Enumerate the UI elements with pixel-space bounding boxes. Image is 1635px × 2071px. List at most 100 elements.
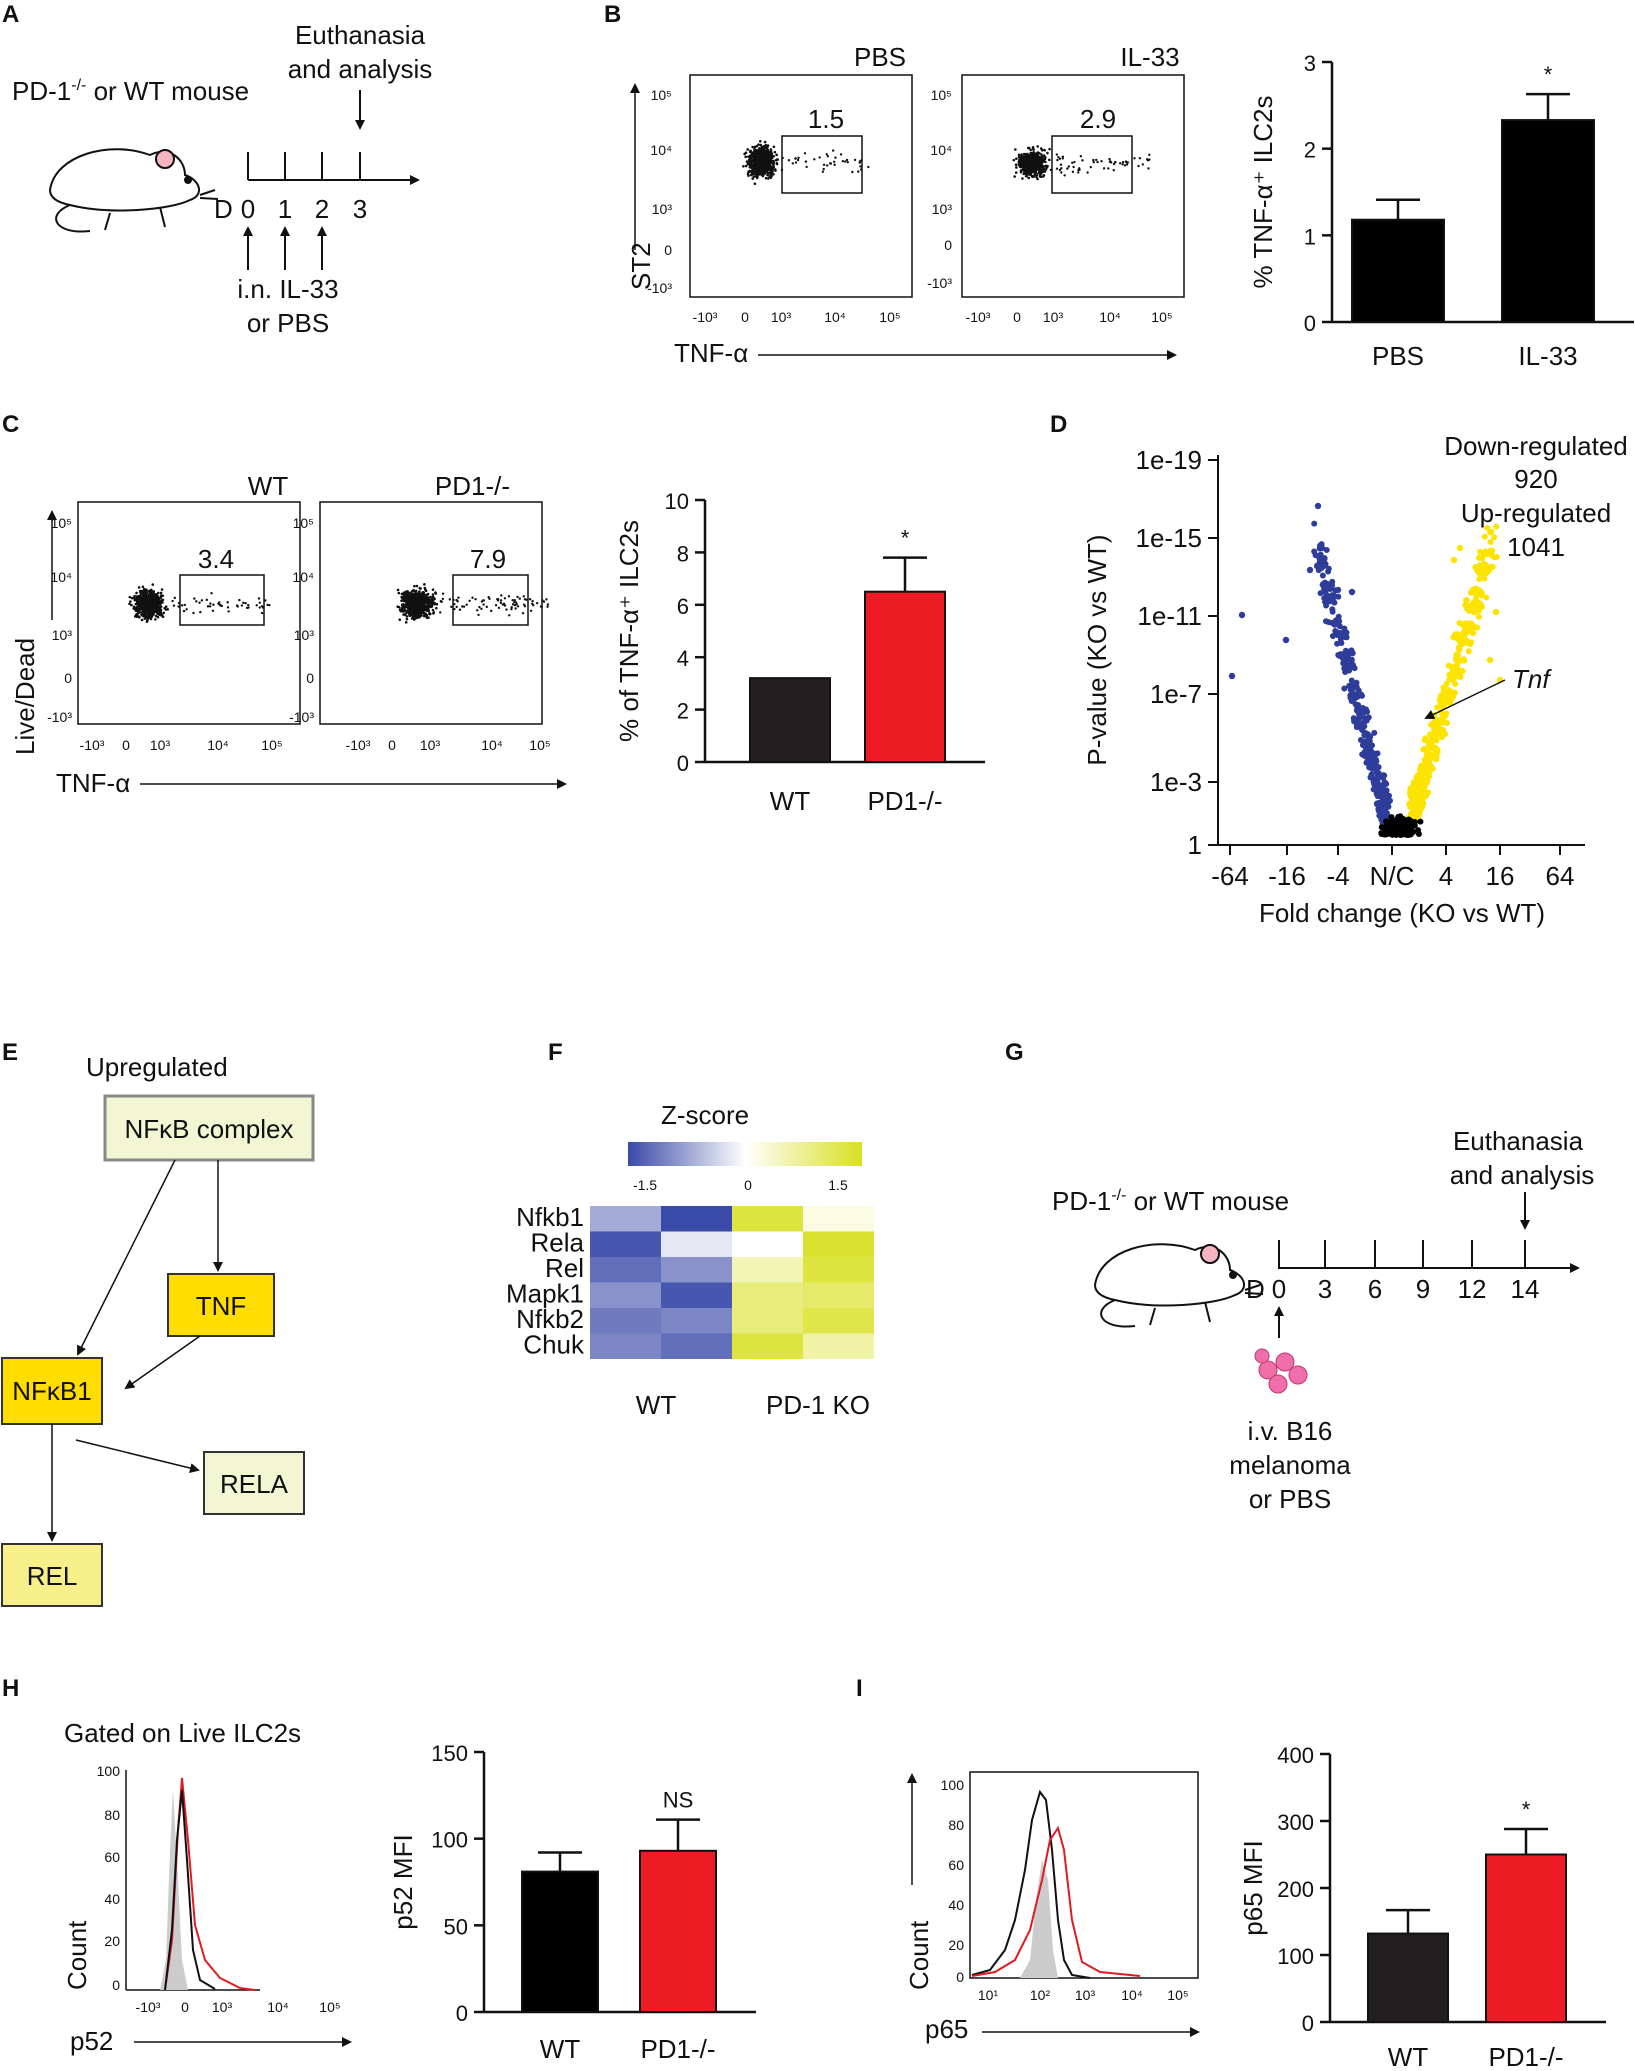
event-dot [435,606,438,610]
event-dot [1036,160,1039,164]
down-regulated-gene [1311,548,1318,555]
event-dot [1038,151,1041,155]
down-regulated-gene [1349,693,1356,700]
event-dot [489,609,493,613]
event-dot [156,615,160,619]
event-dot [413,584,416,588]
event-dot [426,608,429,612]
event-dot [761,173,765,177]
event-dot [171,599,174,603]
event-dot [441,592,445,595]
event-dot [804,160,808,163]
event-dot [149,617,153,621]
event-dot [138,615,141,619]
timeline-g-top-2: and analysis [1450,1160,1595,1190]
up-regulated-gene [1417,765,1424,772]
event-dot [1063,174,1066,177]
event-dot [1042,157,1046,160]
event-dot [154,593,158,596]
event-dot [753,182,757,185]
event-dot [760,171,764,175]
event-dot [834,156,837,159]
event-dot [499,599,503,602]
svg-text:0: 0 [1013,309,1021,325]
bar-WT [1367,1932,1449,2024]
event-dot [432,612,435,615]
event-dot [135,591,138,595]
heatmap-group-ko: PD-1 KO [766,1390,870,1420]
event-dot [425,616,429,620]
event-dot [763,140,767,144]
bar-IL-33 [1501,119,1595,323]
svg-text:-10³: -10³ [80,737,105,753]
timeline-day-label: 3 [353,194,367,224]
event-dot [420,599,424,602]
event-dot [775,162,779,166]
event-dot [147,598,151,602]
event-dot [138,594,141,598]
event-dot [765,165,769,169]
volcano-down-count: 920 [1514,464,1557,494]
event-dot [1042,167,1045,170]
event-dot [245,606,249,610]
event-dot [1138,157,1142,160]
event-dot [1017,153,1021,157]
event-dot [403,598,406,602]
event-dot [407,599,411,602]
event-dot [796,158,800,162]
event-dot [1148,158,1151,161]
down-regulated-gene [1322,598,1329,605]
event-dot [400,608,403,612]
flow-plot-pbs [689,74,913,298]
heatmap-row-label: Chuk [523,1330,585,1360]
event-dot [148,606,152,610]
flow-plot-wt [77,501,301,725]
volcano-up-label: Up-regulated [1461,498,1611,528]
event-dot [1061,155,1065,158]
event-dot [857,170,860,173]
event-dot [226,606,230,609]
category-label: WT [770,786,811,816]
up-regulated-gene [1456,646,1463,653]
event-dot [794,161,798,164]
bar-chart-h: 0 50 100 150 WT NS PD1-/- p52 MFI [388,1741,756,2064]
down-regulated-gene [1343,650,1350,657]
event-dot [141,610,145,614]
event-dot [255,604,258,607]
heatmap-cell [661,1308,732,1334]
timeline-g-bottom-3: or PBS [1249,1484,1331,1514]
y-tick-label: 1e-19 [1136,445,1203,475]
down-regulated-gene [1340,660,1347,667]
panel-c: C WT PD1-/- 3.4 7.9 10⁵ 10⁴ 10³ 0 -10³ 1… [2,411,567,798]
flow-dots-il33 [1012,145,1151,181]
hist-i-x-ticks: 10¹ 10² 10³ 10⁴ 10⁵ [978,1987,1189,2003]
event-dot [1044,165,1048,168]
event-dot [406,592,410,595]
event-dot [1041,175,1045,178]
event-dot [157,610,161,613]
timeline-day-label: 0 [1272,1274,1286,1304]
event-dot [414,592,418,596]
svg-text:60: 60 [948,1857,964,1873]
down-regulated-gene [1282,636,1290,644]
event-dot [545,598,548,601]
event-dot [845,158,849,162]
down-regulated-gene [1353,702,1360,709]
event-dot [209,602,212,605]
event-dot [408,601,412,605]
event-dot [156,591,160,595]
event-dot [750,163,753,167]
event-dot [145,620,149,623]
down-regulated-gene [1343,629,1350,636]
hist-h-x-ticks: -10³ 0 10³ 10⁴ 10⁵ [136,1999,341,2015]
event-dot [751,166,755,169]
event-dot [420,611,423,615]
event-dot [1046,151,1049,155]
bar-WT [749,677,831,763]
event-dot [1042,154,1046,158]
event-dot [1056,158,1059,162]
heatmap-cell [732,1282,803,1308]
svg-text:0: 0 [122,737,130,753]
svg-text:10⁴: 10⁴ [292,569,314,585]
up-regulated-gene [1438,717,1445,724]
